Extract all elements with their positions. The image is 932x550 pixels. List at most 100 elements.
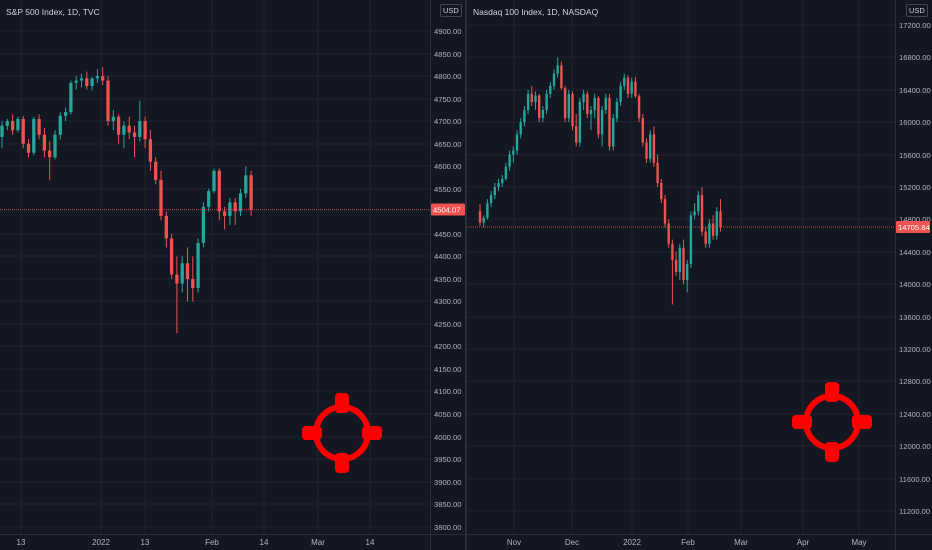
crosshair-target-icon[interactable] [302, 393, 382, 473]
candle[interactable] [704, 227, 707, 248]
candle[interactable] [0, 121, 4, 149]
candle[interactable] [604, 93, 607, 115]
candle[interactable] [615, 97, 619, 123]
candle[interactable] [619, 81, 622, 106]
candle[interactable] [623, 73, 626, 90]
candle[interactable] [645, 138, 648, 163]
candle[interactable] [660, 178, 663, 204]
candle[interactable] [90, 76, 94, 91]
candle[interactable] [663, 195, 667, 228]
candle[interactable] [26, 139, 31, 158]
candle[interactable] [493, 182, 496, 200]
candle[interactable] [541, 106, 545, 123]
candle[interactable] [686, 259, 689, 293]
candle[interactable] [16, 116, 20, 133]
candle[interactable] [32, 116, 36, 155]
candle[interactable] [630, 77, 633, 98]
candle[interactable] [111, 109, 115, 131]
candle[interactable] [586, 91, 589, 119]
pane-divider[interactable] [465, 0, 467, 550]
candle[interactable] [127, 116, 131, 140]
candle[interactable] [191, 256, 195, 302]
candle[interactable] [649, 130, 652, 163]
candle[interactable] [674, 251, 678, 277]
candle[interactable] [180, 256, 184, 293]
candle[interactable] [549, 81, 552, 98]
candle[interactable] [600, 106, 604, 147]
candle[interactable] [689, 211, 693, 268]
candle[interactable] [508, 150, 511, 171]
candle[interactable] [678, 243, 681, 281]
currency-badge[interactable]: USD [440, 4, 462, 17]
candle[interactable] [138, 100, 142, 142]
candle[interactable] [656, 154, 659, 187]
candle[interactable] [42, 127, 47, 158]
chart-pane-nasdaq100[interactable]: 17200.00 16800.00 16400.00 16000.00 15600.00… [467, 0, 932, 550]
candle[interactable] [571, 91, 574, 131]
candle[interactable] [233, 197, 237, 225]
candle[interactable] [501, 174, 504, 187]
candle[interactable] [85, 71, 89, 90]
candle[interactable] [21, 115, 25, 149]
candle[interactable] [148, 130, 153, 171]
candle[interactable] [207, 188, 211, 212]
candle[interactable] [700, 187, 704, 236]
candle[interactable] [482, 215, 485, 228]
nasdaq100-chart-svg[interactable]: 17200.00 16800.00 16400.00 16000.00 15600.00… [467, 0, 932, 550]
candle[interactable] [526, 89, 530, 115]
candle[interactable] [578, 97, 582, 147]
candle[interactable] [185, 247, 190, 302]
candle[interactable] [608, 93, 611, 151]
candle[interactable] [641, 114, 644, 147]
candle[interactable] [538, 93, 541, 123]
candle[interactable] [652, 126, 656, 167]
candle[interactable] [545, 89, 548, 115]
candle[interactable] [175, 256, 179, 334]
candle[interactable] [164, 211, 168, 248]
candle[interactable] [711, 215, 715, 240]
candle[interactable] [556, 57, 559, 78]
candle[interactable] [563, 85, 567, 123]
candle[interactable] [589, 106, 593, 131]
candle[interactable] [486, 199, 489, 220]
candle[interactable] [196, 238, 200, 293]
candle[interactable] [222, 206, 227, 230]
candle[interactable] [154, 157, 158, 185]
candle[interactable] [682, 239, 685, 285]
candle[interactable] [53, 130, 57, 160]
candle[interactable] [504, 162, 508, 181]
candle[interactable] [582, 89, 585, 111]
candle[interactable] [116, 114, 121, 144]
candle[interactable] [101, 67, 105, 86]
candle[interactable] [530, 85, 533, 106]
candle[interactable] [667, 219, 670, 248]
candle[interactable] [238, 188, 243, 216]
candle[interactable] [671, 239, 674, 305]
candle[interactable] [58, 112, 62, 140]
candle[interactable] [497, 178, 500, 192]
candle[interactable] [637, 93, 641, 123]
candle[interactable] [575, 114, 578, 147]
sp500-chart-svg[interactable]: 4900.00 4850.00 4800.00 4750.00 4700.00 4650.… [0, 0, 465, 550]
candle[interactable] [719, 199, 722, 232]
currency-badge[interactable]: USD [906, 4, 928, 17]
candle[interactable] [217, 168, 221, 221]
candle[interactable] [201, 202, 206, 248]
candle[interactable] [212, 168, 216, 194]
candle[interactable] [512, 146, 515, 163]
candle[interactable] [693, 203, 696, 220]
candle[interactable] [122, 121, 126, 149]
candle[interactable] [228, 197, 232, 225]
candle[interactable] [593, 93, 596, 119]
candle[interactable] [10, 114, 15, 135]
candle[interactable] [534, 91, 537, 111]
candle[interactable] [560, 61, 563, 90]
candle[interactable] [106, 76, 110, 126]
candle[interactable] [478, 204, 482, 226]
candle[interactable] [48, 141, 52, 180]
candle[interactable] [567, 89, 570, 123]
candle[interactable] [523, 106, 526, 127]
candle[interactable] [489, 191, 493, 208]
candle[interactable] [69, 80, 73, 115]
candle[interactable] [612, 114, 615, 151]
